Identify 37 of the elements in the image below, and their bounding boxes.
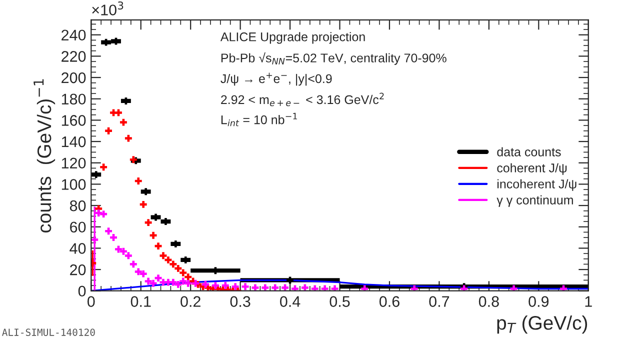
- x-tick-label: 0.1: [130, 296, 151, 307]
- y-axis-title: counts (GeV/c)$^{−1}$: [34, 79, 56, 233]
- x-tick-label: 0.4: [280, 296, 300, 307]
- y-tick-label: 40: [70, 243, 86, 254]
- x-tick-label: 0.2: [180, 296, 200, 307]
- y-tick-label: 240: [62, 30, 86, 41]
- annotation: J/ψ → e$^{+}$e$^{−}$, |y|<0.9: [220, 72, 332, 86]
- y-tick-label: 180: [62, 94, 86, 105]
- x-tick-label: 0.5: [330, 296, 350, 307]
- x-tick-label: 0.6: [379, 296, 400, 307]
- x-tick-label: 0.3: [230, 296, 250, 307]
- annotation: L$_{int}$ = 10 nb$^{−1}$: [221, 112, 297, 126]
- x-tick-label: 0: [87, 296, 95, 307]
- y-tick-label: 140: [62, 136, 86, 148]
- y-tick-label: 160: [62, 115, 86, 126]
- legend-label: γ γ continuum: [496, 195, 573, 207]
- x-axis-title: p$_{T}$ (GeV/c): [497, 316, 588, 334]
- x-tick-label: 1: [585, 296, 592, 307]
- annotation: 2.92 < m$_{e+e−}$ < 3.16 GeV/c$^{2}$: [221, 92, 384, 106]
- legend-label: incoherent J/ψ: [497, 179, 576, 191]
- y-tick-label: 0: [78, 286, 86, 297]
- text: ALI-SIMUL-140120: [2, 328, 95, 336]
- y-tick-label: 20: [70, 264, 86, 276]
- x-tick-label: 0.8: [478, 296, 499, 307]
- y-tick-label: 220: [62, 51, 86, 62]
- x-tick-label: 0.7: [429, 296, 450, 307]
- x-tick-label: 0.9: [528, 296, 549, 307]
- y-tick-label: 60: [70, 222, 86, 233]
- y-tick-label: 120: [62, 158, 86, 169]
- legend-label: coherent J/ψ: [497, 163, 567, 175]
- legend-label: data counts: [497, 147, 561, 156]
- y-tick-label: 80: [70, 200, 86, 212]
- annotation: Pb-Pb √s$_{NN}$=5.02 TeV, centrality 70-90%: [221, 52, 446, 65]
- text: ×10$^{3}$: [92, 1, 124, 16]
- annotation: ALICE Upgrade projection: [220, 32, 365, 44]
- y-tick-label: 200: [62, 72, 86, 84]
- y-tick-label: 100: [62, 179, 86, 190]
